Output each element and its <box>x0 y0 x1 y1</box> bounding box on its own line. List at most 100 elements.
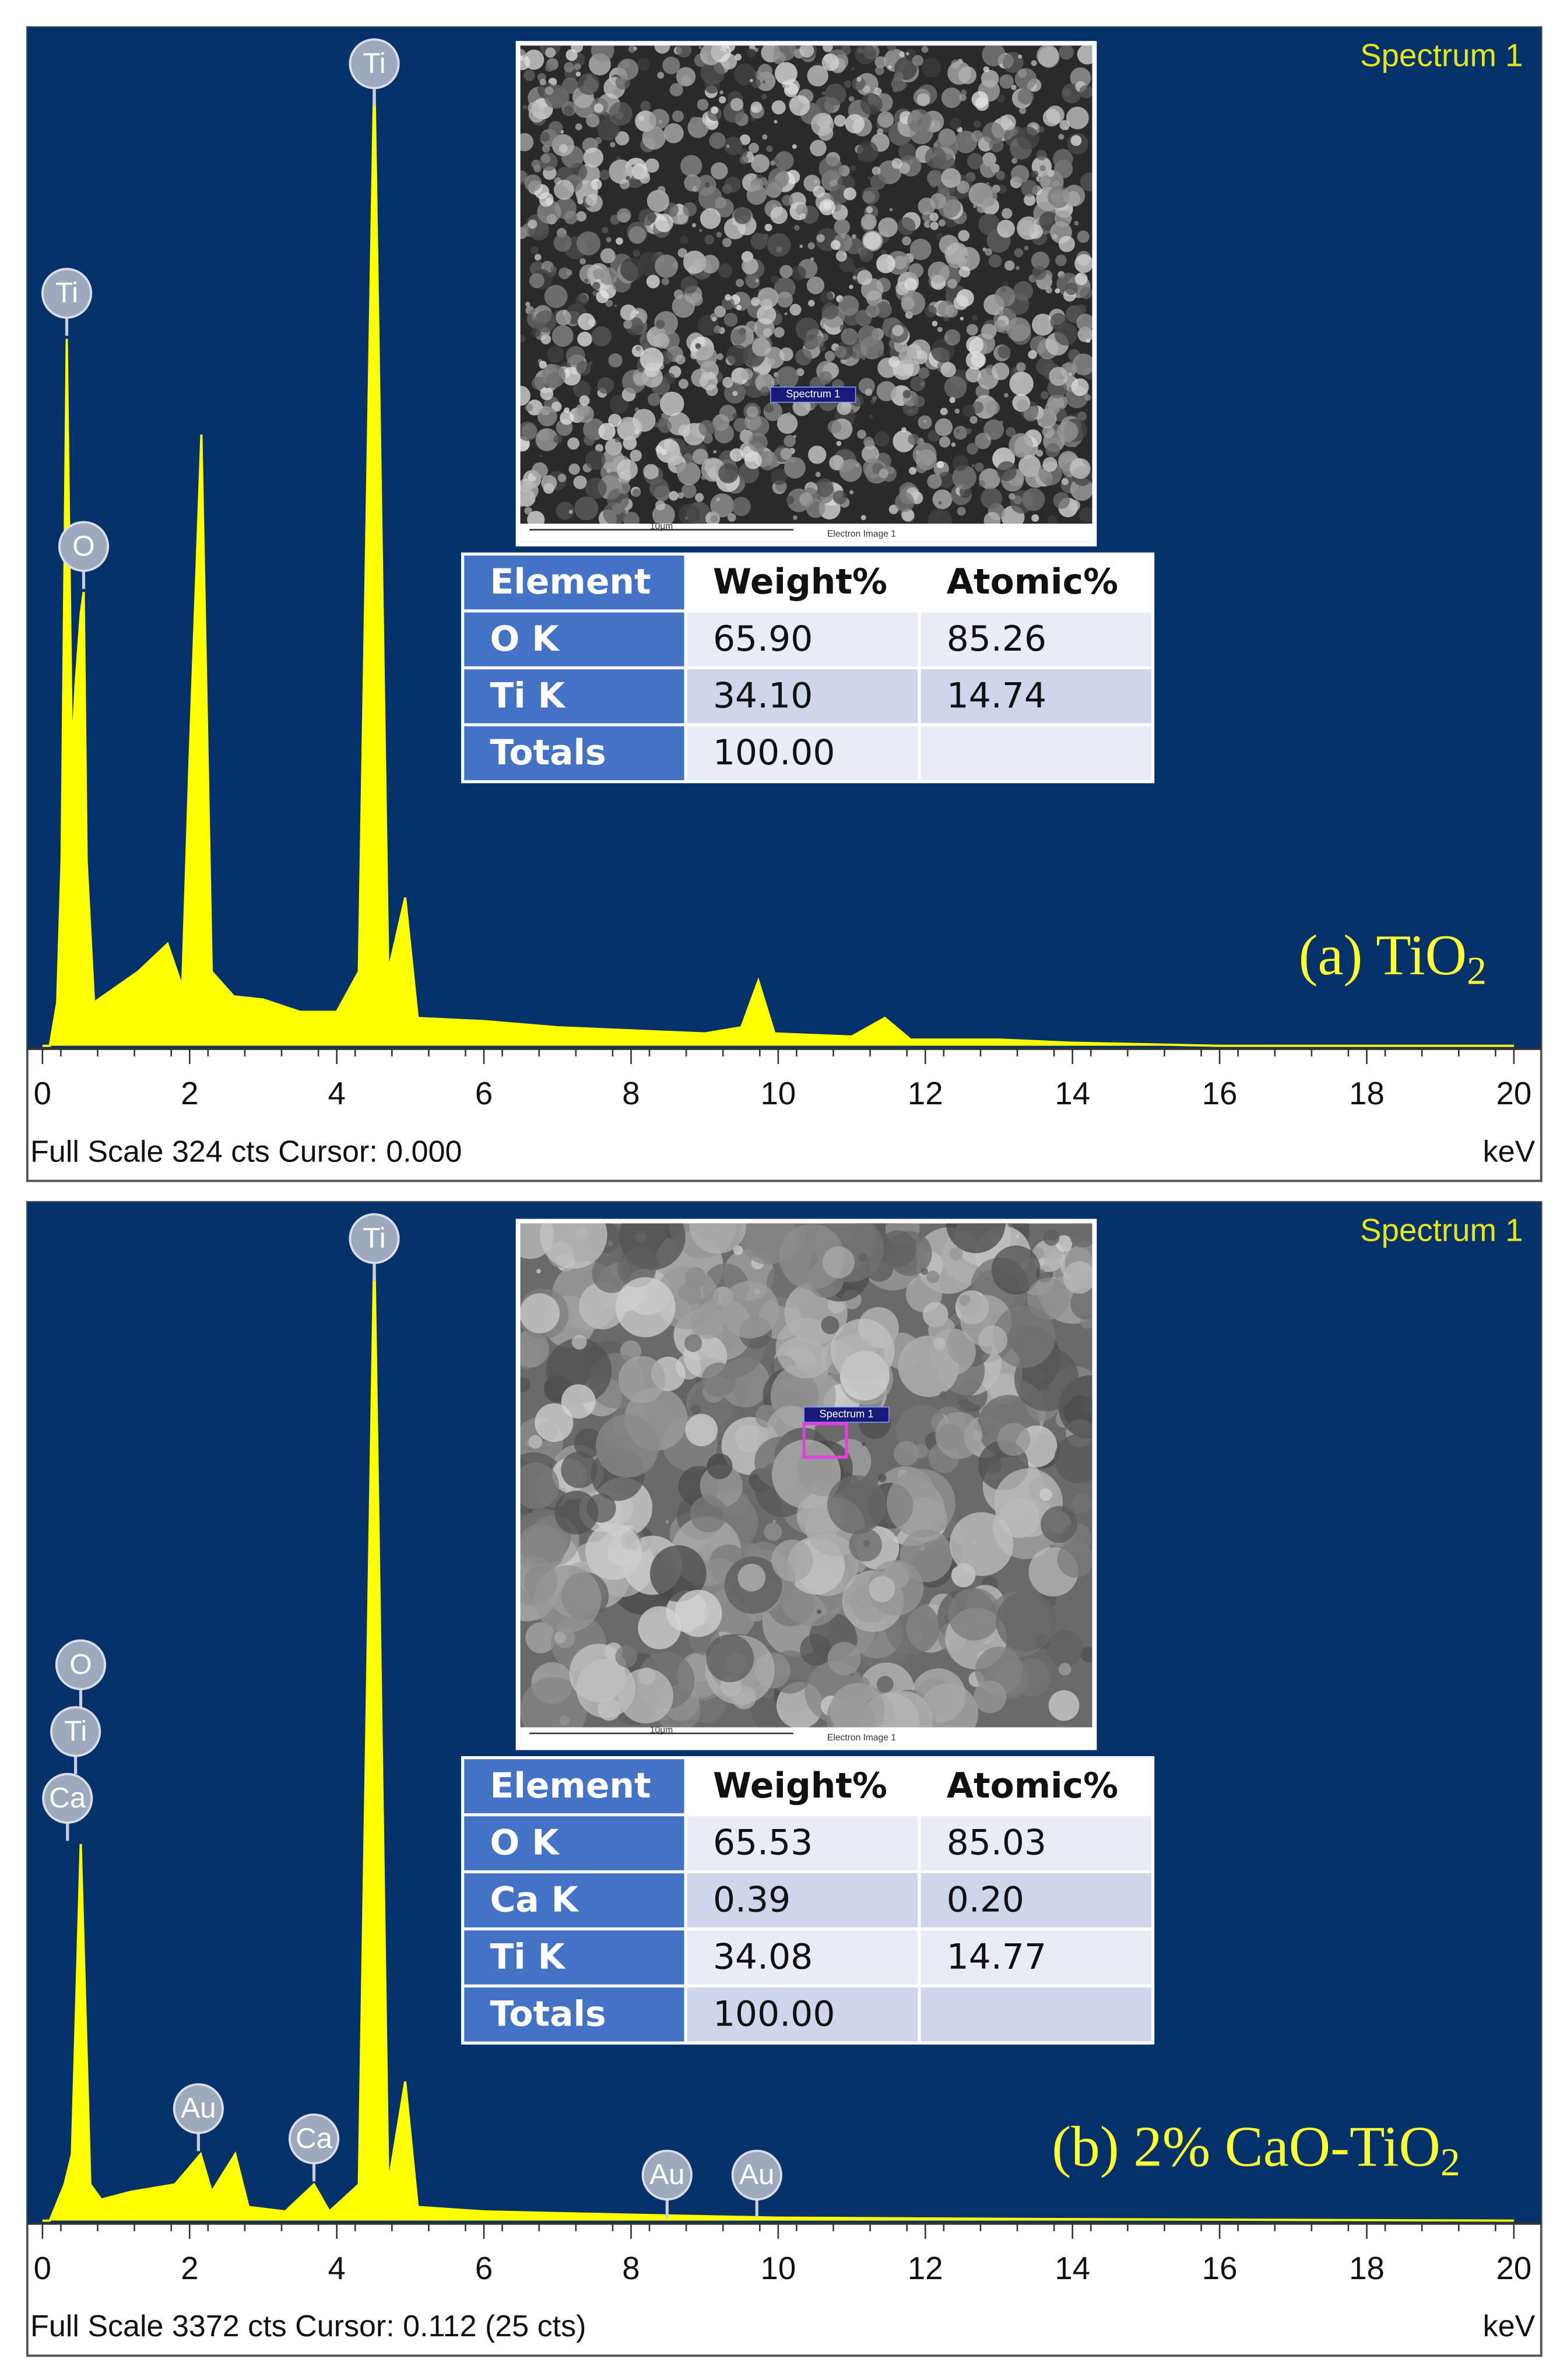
sem-particle <box>726 345 749 366</box>
sem-particle <box>888 65 892 69</box>
sem-particle <box>807 65 828 87</box>
sem-particle <box>789 95 810 116</box>
sem-particle <box>560 410 574 425</box>
sem-particle <box>657 72 665 79</box>
sem-particle <box>892 87 898 93</box>
sem-particle <box>774 277 796 299</box>
sem-particle <box>574 63 581 71</box>
sem-particle <box>830 184 849 204</box>
sem-particle <box>876 254 895 273</box>
sem-particle <box>719 90 723 94</box>
sem-particle <box>530 246 539 255</box>
table-header: Weight% <box>713 561 887 602</box>
sem-particle <box>523 50 544 70</box>
peak-label: Au <box>181 2092 216 2124</box>
sem-particle <box>799 45 814 58</box>
sem-particle <box>525 1622 557 1654</box>
sem-particle <box>614 304 617 307</box>
sem-particle <box>866 304 880 318</box>
sem-particle <box>700 61 725 85</box>
sem-particle <box>838 295 859 316</box>
sem-particle <box>814 478 834 497</box>
sem-particle <box>1068 372 1073 377</box>
sem-particle <box>579 1282 627 1330</box>
sem-particle <box>600 248 616 264</box>
table-value: Ca K <box>490 1880 579 1921</box>
sem-particle <box>887 1469 955 1537</box>
sem-particle <box>974 1680 1007 1714</box>
sem-particle <box>719 96 726 104</box>
sem-particle <box>900 1529 953 1582</box>
sem-particle <box>1038 126 1045 133</box>
sem-particle <box>947 61 971 85</box>
sem-particle <box>663 123 684 143</box>
x-tick-label: 20 <box>1496 1076 1532 1111</box>
sem-particle <box>542 145 550 153</box>
sem-particle <box>539 454 543 458</box>
sem-particle <box>793 515 798 520</box>
sem-particle <box>865 388 873 396</box>
sem-particle <box>867 176 872 180</box>
x-tick-label: 16 <box>1202 1076 1238 1111</box>
table-value: 85.03 <box>947 1823 1046 1863</box>
sem-particle <box>771 100 786 115</box>
sem-particle <box>900 388 903 391</box>
sem-particle <box>1028 350 1037 359</box>
sem-particle <box>525 403 533 412</box>
sample-label-subscript: 2 <box>1440 2140 1460 2184</box>
sem-particle <box>880 250 887 256</box>
sem-image: 10μm Electron Image 1 <box>520 1223 1092 1746</box>
sem-particle <box>558 267 571 279</box>
sem-particle <box>830 1318 895 1383</box>
sem-particle <box>589 361 593 365</box>
sem-particle <box>749 416 770 437</box>
sem-particle <box>849 1528 882 1562</box>
sem-particle <box>946 1223 1006 1254</box>
sem-particle <box>810 139 827 157</box>
sem-particle <box>732 497 751 517</box>
sem-particle <box>655 254 679 278</box>
sem-particle <box>1009 493 1016 500</box>
peak-label-badge <box>58 521 110 572</box>
sem-particle <box>531 159 541 169</box>
sem-particle <box>808 445 827 464</box>
sem-particle <box>749 79 753 82</box>
scale-label: 10μm <box>650 1725 673 1735</box>
sem-particle <box>718 263 733 278</box>
sem-particle <box>1019 107 1027 114</box>
sem-particle <box>576 361 591 376</box>
sem-particle <box>849 285 853 289</box>
table-header: Atomic% <box>947 1765 1118 1806</box>
sem-particle <box>757 287 779 308</box>
sem-particle <box>523 69 535 82</box>
sem-particle <box>930 222 939 230</box>
sem-particle <box>999 420 1004 425</box>
sem-particle <box>520 1377 530 1393</box>
sem-particle <box>574 1428 603 1458</box>
sem-particle <box>583 78 599 93</box>
sem-particle <box>735 279 744 287</box>
x-unit: keV <box>1483 1135 1536 1168</box>
table-cell <box>464 1930 684 1985</box>
sem-particle <box>520 421 537 441</box>
sem-particle <box>866 206 873 213</box>
sem-particle <box>962 405 975 417</box>
sem-particle <box>528 219 537 229</box>
sem-particle <box>732 391 738 396</box>
table-cell <box>920 726 1152 781</box>
sem-particle <box>910 376 926 392</box>
sem-particle <box>949 1247 963 1261</box>
peak-label-badge <box>349 1213 400 1264</box>
sem-particle <box>1016 127 1039 150</box>
sem-particle <box>784 435 796 447</box>
sem-particle <box>928 120 941 132</box>
sem-particle <box>571 45 584 53</box>
sem-particle <box>711 317 717 322</box>
sem-particle <box>528 102 540 114</box>
sem-particle <box>520 1677 587 1744</box>
sem-particle <box>877 111 894 128</box>
sem-particle <box>1055 1235 1073 1252</box>
sem-particle <box>520 133 534 152</box>
table-cell <box>687 726 918 781</box>
sem-particle <box>563 106 574 116</box>
